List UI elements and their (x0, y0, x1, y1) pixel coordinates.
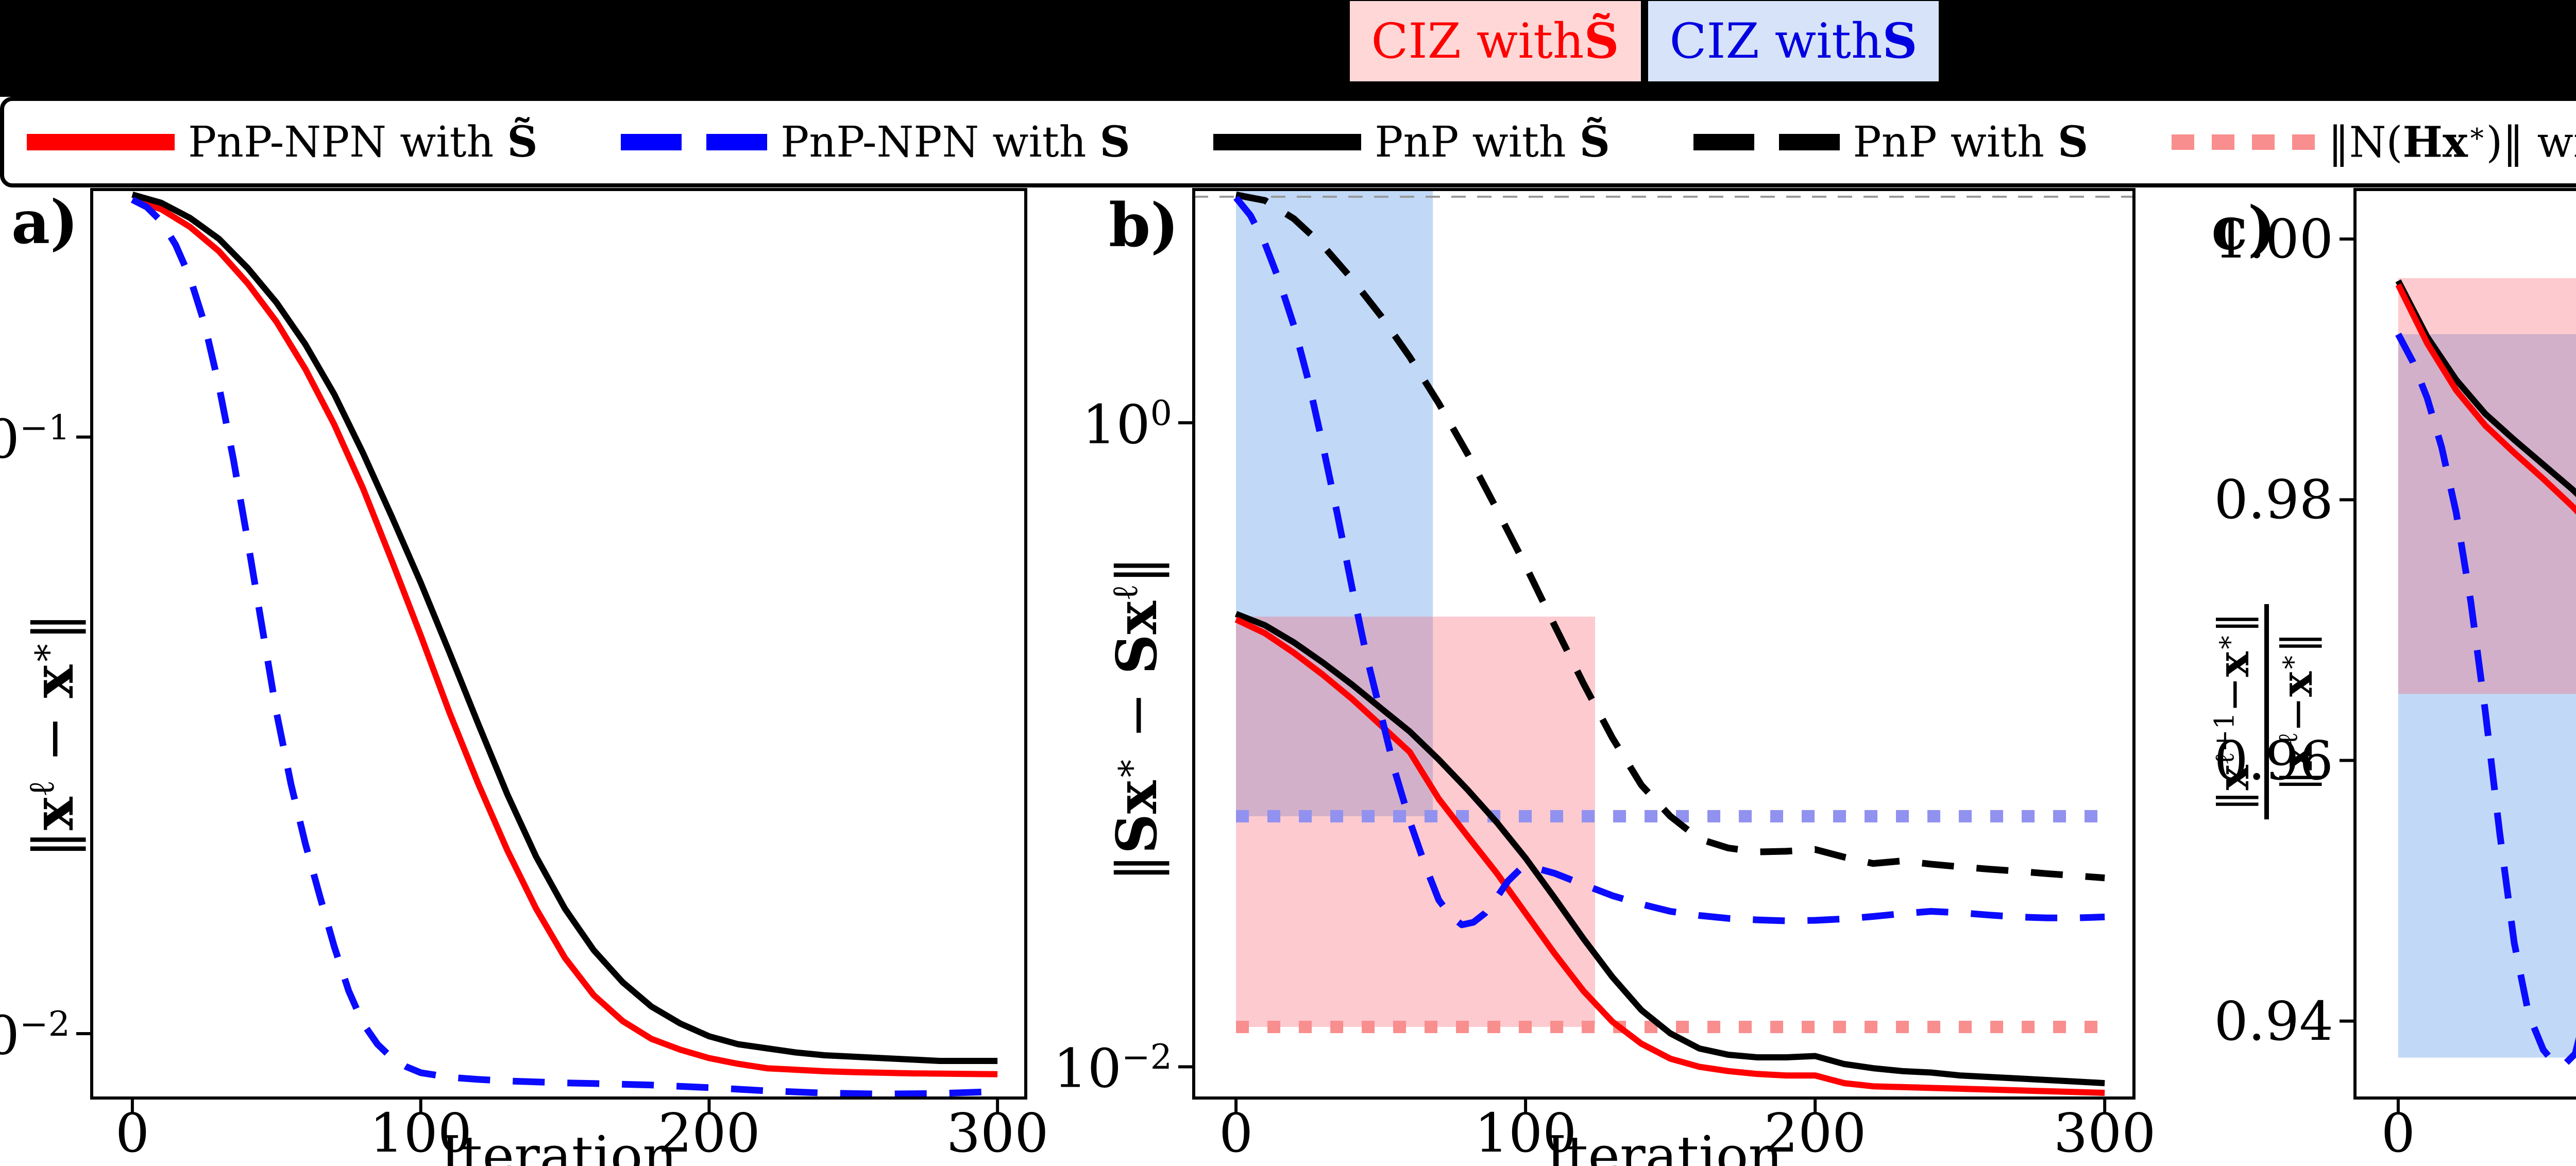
legend-entry-label: PnP with S (1853, 117, 2089, 167)
a-x-axis-label: Iteration (439, 1124, 677, 1166)
legend-entry: ‖N(Hx∗)‖ with S̃ (2171, 117, 2576, 167)
legend-entry: PnP with S̃ (1213, 117, 1610, 167)
panel-letter-c: c) (2211, 194, 2276, 264)
b-y-tick-label: 10−2 (1053, 1037, 1172, 1101)
c-y-tick-label: 0.98 (2214, 468, 2333, 531)
swatch-segment (2171, 134, 2194, 150)
a-x-tick-label: 100 (369, 1102, 472, 1164)
curve-pnp-npn-with-s (131, 197, 998, 1077)
swatch-segment (1778, 134, 1840, 150)
swatch-segment (1693, 134, 1754, 150)
swatch-segment (706, 134, 768, 150)
legend-swatch-dotted (2171, 134, 2315, 150)
b-x-axis-label: Iteration (1545, 1124, 1783, 1166)
curve-pnp-npn-with-s (130, 196, 998, 1098)
legend-bar: PnP-NPN with S̃ PnP-NPN with S PnP with S̃… (0, 97, 2576, 187)
b-x-tick-label: 300 (2053, 1102, 2156, 1164)
curve-pnp-with-s (1235, 192, 2105, 882)
swatch-segment (2251, 134, 2275, 150)
legend-swatch-dashed (621, 134, 768, 150)
legend-entry-label: PnP with S̃ (1375, 117, 1610, 167)
c-y-tick-label: 0.96 (2214, 729, 2333, 792)
panel-letter-b: b) (1109, 191, 1179, 261)
swatch-segment (621, 134, 682, 150)
a-x-tick-label: 0 (115, 1102, 149, 1164)
ciz-badge-s-tilde: CIZ with S̃ (1349, 1, 1641, 81)
a-y-axis-label: ‖xℓ − x∗‖ (21, 612, 86, 859)
region-ciz-with-s (2398, 334, 2576, 1058)
swatch-segment (27, 134, 175, 150)
curve-pnp-with-s (2395, 279, 2576, 498)
swatch-segment (2211, 134, 2234, 150)
ciz-badge-s: CIZ with S (1648, 1, 1939, 81)
b-y-axis-label: ‖Sx∗ − Sxℓ‖ (1105, 556, 1170, 882)
c-y-tick-label: 0.94 (2214, 989, 2333, 1053)
curve-pnp-with-s (1234, 611, 2105, 1087)
legend-swatch-solid (27, 134, 175, 150)
legend-entry: PnP-NPN with S̃ (27, 117, 538, 167)
curve-pnp-npn-with-s (1233, 195, 2105, 929)
a-y-tick-label: 10−2 (0, 1004, 70, 1067)
c-y-axis-label: ‖xℓ+1−x∗‖ ‖xℓ−x∗‖ (2204, 454, 2328, 969)
b-x-tick-label: 200 (1764, 1102, 1867, 1164)
region-ciz-with-s (1236, 616, 1596, 1027)
curve-pnp-npn-with-s (2395, 283, 2576, 515)
a-x-tick-label: 300 (946, 1102, 1049, 1164)
region-ciz-with-s (1236, 190, 1433, 816)
plot-c-frame (2353, 188, 2576, 1100)
swatch-segment (2292, 134, 2315, 150)
legend-entry-label: PnP-NPN with S (781, 117, 1130, 167)
legend-entry: PnP-NPN with S (621, 117, 1130, 167)
b-y-tick-label: 100 (1082, 392, 1172, 456)
a-x-tick-label: 200 (658, 1102, 760, 1164)
b-x-tick-label: 0 (1218, 1102, 1253, 1164)
c-x-tick-label: 0 (2381, 1102, 2415, 1164)
legend-swatch-dashed (1693, 134, 1840, 150)
legend-entry-label: ‖N(Hx∗)‖ with S̃ (2328, 117, 2576, 167)
curve-pnp-with-s (131, 192, 998, 1064)
panel-letter-a: a) (11, 187, 79, 258)
swatch-segment (1213, 134, 1362, 150)
a-y-tick-label: 10−1 (0, 407, 70, 471)
plot-a-frame (90, 188, 1027, 1100)
title-band: CIZ with S̃ CIZ with S (0, 0, 2576, 97)
b-x-tick-label: 100 (1474, 1102, 1577, 1164)
c-y-tick-label: 1.00 (2214, 208, 2333, 271)
legend-swatch-solid (1213, 134, 1362, 150)
legend-entry: PnP with S (1693, 117, 2089, 167)
legend-entry-label: PnP-NPN with S̃ (188, 117, 538, 167)
plot-b-frame (1192, 188, 2136, 1100)
